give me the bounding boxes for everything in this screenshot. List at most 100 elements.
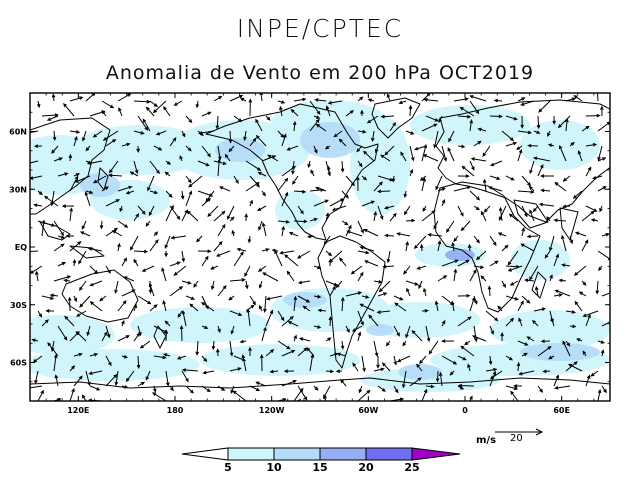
wind-vector — [117, 220, 129, 228]
wind-vector — [73, 135, 78, 147]
wind-vector — [125, 370, 135, 383]
wind-vector — [592, 175, 603, 180]
wind-vector — [501, 280, 506, 288]
wind-vector — [57, 235, 66, 239]
wind-vector — [105, 265, 111, 274]
wind-vector — [217, 385, 226, 391]
wind-vector — [505, 115, 518, 121]
wind-vector — [325, 280, 339, 287]
wind-vector — [501, 130, 515, 142]
wind-vector — [553, 218, 567, 223]
wind-vector — [488, 355, 493, 366]
map-org-title: INPE/CPTEC — [236, 14, 404, 43]
wind-vector — [565, 310, 577, 314]
shading-area — [130, 307, 270, 343]
wind-vector — [239, 97, 247, 102]
wind-vector — [548, 355, 555, 360]
wind-vector — [63, 278, 71, 283]
wind-vector — [533, 307, 546, 312]
wind-vector — [597, 250, 610, 261]
wind-vector — [177, 310, 183, 318]
wind-vector — [553, 253, 559, 267]
wind-vector — [328, 258, 333, 267]
wind-vector — [419, 175, 427, 181]
wind-vector — [460, 345, 475, 357]
wind-vector — [149, 400, 150, 401]
wind-vector — [164, 329, 169, 342]
wind-vector — [433, 220, 439, 230]
colorbar-segment — [227, 447, 275, 461]
wind-vector — [82, 130, 87, 142]
wind-vector — [185, 190, 193, 207]
wind-vector — [393, 355, 398, 366]
wind-vector — [510, 390, 519, 401]
wind-vector — [181, 250, 186, 263]
wind-vector — [313, 115, 321, 119]
wind-vector — [561, 263, 571, 268]
wind-vector — [236, 247, 247, 252]
wind-vector — [137, 381, 146, 387]
shading-area — [520, 120, 600, 170]
wind-vector — [229, 278, 246, 282]
wind-vector — [528, 185, 535, 192]
wind-vector — [393, 325, 400, 337]
wind-vector — [341, 400, 342, 401]
wind-vector — [435, 175, 443, 191]
wind-vector — [361, 355, 366, 373]
wind-vector — [565, 118, 569, 132]
wind-vector — [309, 217, 318, 222]
shading-area — [350, 115, 410, 215]
wind-vector — [314, 98, 327, 102]
wind-vector — [356, 175, 360, 192]
wind-vector — [149, 304, 158, 312]
wind-vector — [245, 304, 255, 312]
wind-vector — [489, 235, 497, 246]
wind-vector — [293, 219, 308, 224]
wind-vector — [49, 293, 59, 298]
wind-vector — [601, 232, 610, 237]
lon-tick-label: 60W — [358, 406, 378, 415]
wind-vector — [64, 315, 75, 327]
wind-vector — [233, 115, 243, 123]
wind-vector — [473, 140, 482, 147]
wind-vector — [557, 115, 571, 129]
wind-vector — [540, 188, 551, 193]
wind-vector — [137, 115, 149, 131]
wind-vector — [255, 118, 263, 132]
wind-vector — [72, 258, 77, 267]
wind-vector — [185, 175, 192, 184]
wind-vector — [590, 218, 599, 222]
wind-vector — [119, 205, 123, 213]
wind-vector — [357, 310, 364, 326]
wind-vector — [469, 296, 476, 312]
wind-vector — [217, 158, 221, 177]
wind-vector — [43, 195, 59, 207]
wind-vector — [261, 248, 270, 252]
wind-vector — [428, 340, 439, 355]
wind-vector — [357, 129, 367, 134]
wind-vector — [601, 291, 610, 297]
wind-vector — [196, 235, 203, 243]
wind-vector — [487, 285, 492, 297]
wind-vector — [111, 230, 123, 237]
wind-vector — [299, 337, 311, 342]
wind-vector — [53, 220, 65, 237]
wind-vector — [85, 93, 96, 102]
wind-vector — [576, 338, 583, 342]
colorbar-low-extend — [181, 447, 229, 461]
wind-vector — [277, 220, 291, 224]
wind-vector — [228, 130, 233, 144]
wind-vector — [422, 205, 427, 212]
wind-vector — [313, 199, 329, 207]
wind-vector — [517, 148, 523, 162]
wind-vector — [313, 385, 319, 391]
wind-vector — [562, 175, 571, 182]
wind-vector — [590, 370, 599, 377]
wind-vector — [31, 338, 39, 343]
wind-vector — [520, 243, 535, 252]
wind-vector — [418, 280, 423, 290]
wind-vector — [261, 326, 267, 342]
wind-vector — [517, 340, 529, 346]
wind-vector — [185, 295, 196, 300]
wind-vector — [170, 235, 187, 240]
